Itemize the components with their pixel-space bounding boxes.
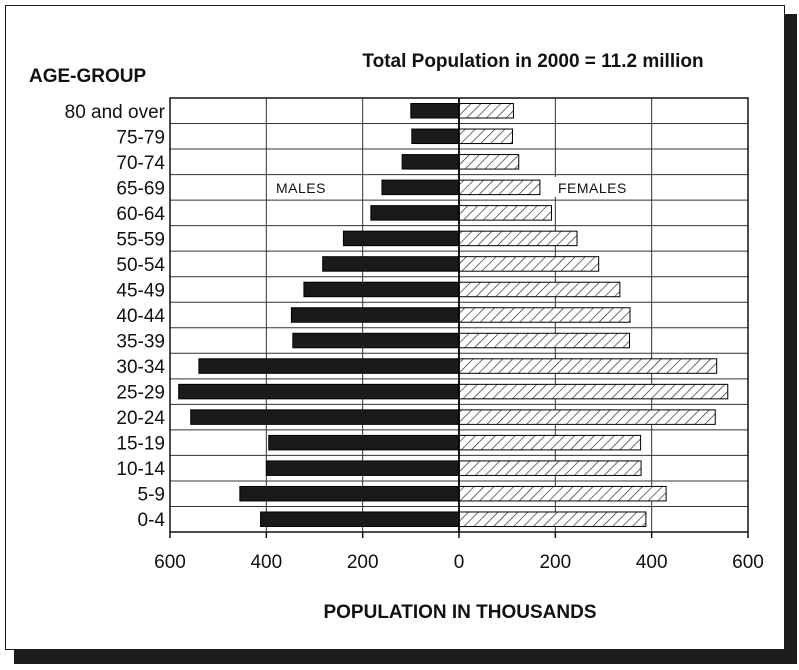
x-tick-label: 0 [454,552,465,573]
bar-females [458,358,718,374]
category-label: 45-49 [116,280,165,301]
bar-males [381,179,460,196]
x-tick-label: 600 [732,552,764,573]
bar-males [410,103,460,119]
bar-females [458,179,541,196]
x-tick-label: 200 [347,552,379,573]
plot-area-border [169,97,749,538]
bar-males [260,511,460,527]
bar-males [190,409,460,425]
bar-females [458,307,631,323]
bar-males [265,460,460,476]
bar-females [458,409,716,425]
category-label: 60-64 [116,204,165,225]
category-label: 30-34 [116,357,165,378]
frame-shadow-right [785,14,797,664]
bar-males [322,256,460,272]
x-tick-label: 400 [250,552,282,573]
bar-males [303,281,460,298]
category-labels: 80 and over 75-79 70-74 65-69 60-64 55-59 50-5… [65,102,166,531]
category-label: 75-79 [116,127,165,148]
bar-males [268,434,460,451]
bar-males [178,383,460,400]
bar-females [458,205,552,221]
category-label: 10-14 [116,459,165,480]
bar-males [290,307,460,323]
chart-title: Total Population in 2000 = 11.2 million [362,51,703,72]
bar-females [458,128,513,145]
category-label: 70-74 [116,153,165,174]
category-label: 0-4 [138,510,166,531]
males-label-bg [272,177,342,197]
bar-females [458,485,667,502]
category-label: 50-54 [116,255,165,276]
bar-females [458,511,647,527]
bar-males [292,332,460,349]
category-label: 80 and over [65,102,166,123]
bar-males [370,205,460,221]
x-tick-label: 400 [636,552,668,573]
males-series-label: MALES [276,180,326,196]
category-label: 20-24 [116,408,165,429]
category-label: 25-29 [116,383,165,404]
category-label: 5-9 [138,485,165,506]
bar-females [458,230,578,247]
bar-females [458,281,621,298]
category-label: 40-44 [116,306,165,327]
y-axis-title: AGE-GROUP [29,66,147,87]
category-label: 15-19 [116,434,165,455]
bar-males [342,230,460,247]
bar-males [411,128,460,145]
bar-females [458,383,729,400]
category-label: 35-39 [116,332,165,353]
females-series-label: FEMALES [558,180,627,196]
x-tick-label: 600 [154,552,186,573]
bar-males [239,485,460,502]
bar-males [198,358,460,374]
bars-group [178,103,729,527]
x-axis-title: POPULATION IN THOUSANDS [323,602,596,623]
bar-males [401,154,460,170]
frame-shadow-bottom [14,650,797,664]
x-tick-label: 200 [539,552,571,573]
bar-females [458,434,642,451]
bar-females [458,332,631,349]
bar-females [458,154,520,170]
females-label-bg [553,177,651,197]
category-label: 65-69 [116,178,165,199]
bar-females [458,256,600,272]
category-label: 55-59 [116,229,165,250]
x-tick-labels: 600 400 200 0 200 400 600 [154,552,764,573]
bar-females [458,460,642,476]
bar-females [458,103,514,119]
